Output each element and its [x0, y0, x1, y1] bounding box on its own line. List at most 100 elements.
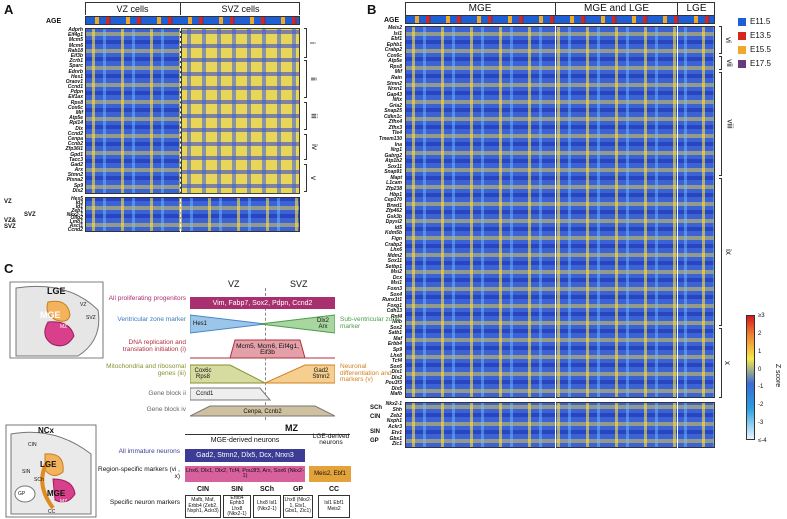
group-label: GP — [370, 438, 379, 444]
gene-label: Gpd1 — [70, 151, 83, 158]
row-label: Gene block ii — [148, 390, 186, 397]
column-header: CC — [328, 486, 340, 493]
gene-label: Cep170 — [384, 197, 402, 204]
bracket — [719, 56, 722, 70]
divider — [180, 2, 181, 15]
gene-label: Fign — [391, 235, 402, 242]
gene-label: Ascl1 — [69, 223, 83, 230]
region-label: NCx — [38, 426, 55, 435]
legend-label: E11.5 — [750, 17, 771, 26]
gene-label: Cox6c — [386, 52, 402, 59]
group-label: SVZ — [24, 212, 36, 218]
cluster-label: viii — [725, 119, 735, 129]
bar — [185, 449, 305, 462]
gene-label: Rpl14 — [69, 120, 83, 127]
divider — [185, 434, 350, 435]
gene-label: L1cam — [386, 180, 402, 187]
column-header: MGE-derived neurons — [210, 437, 280, 444]
gene-label: Zic1 — [391, 441, 402, 448]
gene-label: Snap25 — [384, 108, 402, 115]
gene-label: Adprh — [68, 27, 83, 33]
gene-label: Ptxna2 — [66, 177, 83, 184]
gene-label: Ccnd2 — [67, 130, 83, 137]
bar — [185, 466, 305, 482]
gene-label: Ccnb2 — [67, 141, 83, 148]
gene-label: Sox2 — [390, 324, 402, 331]
region-label: MGE — [47, 489, 66, 498]
colorbar-tick: 0 — [758, 366, 762, 373]
gene-label: Atp1b2 — [385, 158, 402, 165]
gene-label: Sox11 — [387, 163, 402, 170]
cluster-label: ix — [723, 249, 733, 255]
cluster-label: vii — [724, 59, 734, 67]
gene-label: Rain — [391, 74, 402, 81]
heatmap — [405, 402, 715, 448]
legend-swatch — [738, 60, 746, 68]
bracket — [719, 328, 722, 398]
gene-label: Dlx2 — [72, 187, 83, 194]
group-label: VZ — [4, 199, 12, 205]
cluster-label: iv — [309, 144, 319, 150]
cluster-label: x — [723, 361, 732, 365]
gene-label: Zfhx4 — [388, 119, 402, 126]
divider — [555, 2, 556, 15]
gene-label: Snap91 — [384, 169, 402, 176]
gene-box: Vim, Fabp7, Sox2, Pdpn, Ccnd2 — [212, 299, 313, 307]
gene-label: Erbb4 — [387, 341, 402, 348]
gene-label: Gsk3b — [386, 213, 402, 220]
gene-label: Gbx1 — [389, 435, 402, 442]
gene-label: Oraov1 — [65, 78, 83, 85]
colorbar-tick: -3 — [758, 420, 764, 427]
gene-label: Lhx6 — [390, 247, 402, 254]
gene-label: Atp5e — [69, 115, 83, 122]
cluster-label: ii — [308, 77, 318, 81]
gene-box: Gad2, Stmn2, Dlx5, Dcx, Nrxn3 — [196, 452, 294, 459]
bracket — [304, 28, 307, 58]
row-label: DNA replication and translation initiati… — [122, 339, 186, 353]
heatmap — [85, 28, 181, 194]
region-label: MZ — [60, 499, 68, 505]
section-header: MZ — [285, 423, 298, 433]
marker-box: Isl1 Ebf1 Meis2 — [318, 495, 350, 518]
gene-label: Tle4 — [391, 130, 402, 137]
group-label: CIN — [370, 414, 381, 420]
age-bar — [85, 16, 300, 25]
gene-label: Zcrb1 — [69, 58, 83, 65]
gene-label: Nfib — [392, 319, 402, 326]
bracket — [304, 60, 307, 98]
column-header: LGE-derived neurons — [312, 432, 350, 446]
gene-label: Sp9 — [392, 347, 402, 354]
gene-label: Gria2 — [389, 102, 402, 109]
heatmap — [405, 26, 715, 398]
gene-label: Dlx2 — [391, 374, 402, 381]
cluster-label: iii — [309, 113, 319, 119]
legend-swatch — [738, 18, 746, 26]
gene-label: Id1 — [75, 203, 83, 210]
gene-label: Crabp2 — [384, 241, 402, 248]
gene-label: Cdh13 — [386, 308, 402, 315]
gene-label: Crabp2 — [384, 47, 402, 54]
gene-label: Stmn2 — [67, 172, 83, 179]
gene-label: Rab18 — [67, 47, 83, 54]
gene-label: Cox6c — [67, 104, 83, 111]
region-label: SCh — [34, 477, 44, 483]
age-label: AGE — [384, 17, 400, 24]
gene-label: Hes1 — [71, 73, 83, 80]
gene-box: Lhx6, Dlx1, Dlx2, Tcf4, Pou3f3, Arx, Sox… — [186, 467, 304, 479]
gene-label: Olig2 — [70, 215, 83, 222]
gene-label: Tmem130 — [378, 136, 402, 143]
gene-label: Eif4g1 — [67, 32, 83, 39]
gene-label: Runx1t1 — [382, 297, 402, 304]
row-label: Sub-ventricular zone marker — [340, 316, 400, 330]
gene-label: Id3 — [75, 199, 83, 206]
header: MGE — [468, 3, 492, 14]
column-header: GP — [292, 486, 304, 493]
gene-label: Sp9 — [73, 182, 83, 189]
gene-label: Mif — [394, 69, 402, 76]
gene-label: Mcm5 — [68, 37, 83, 44]
legend-swatch — [738, 32, 746, 40]
gene-label: Shh — [392, 406, 402, 413]
region-label: MGE — [40, 310, 61, 320]
bracket — [304, 164, 307, 192]
